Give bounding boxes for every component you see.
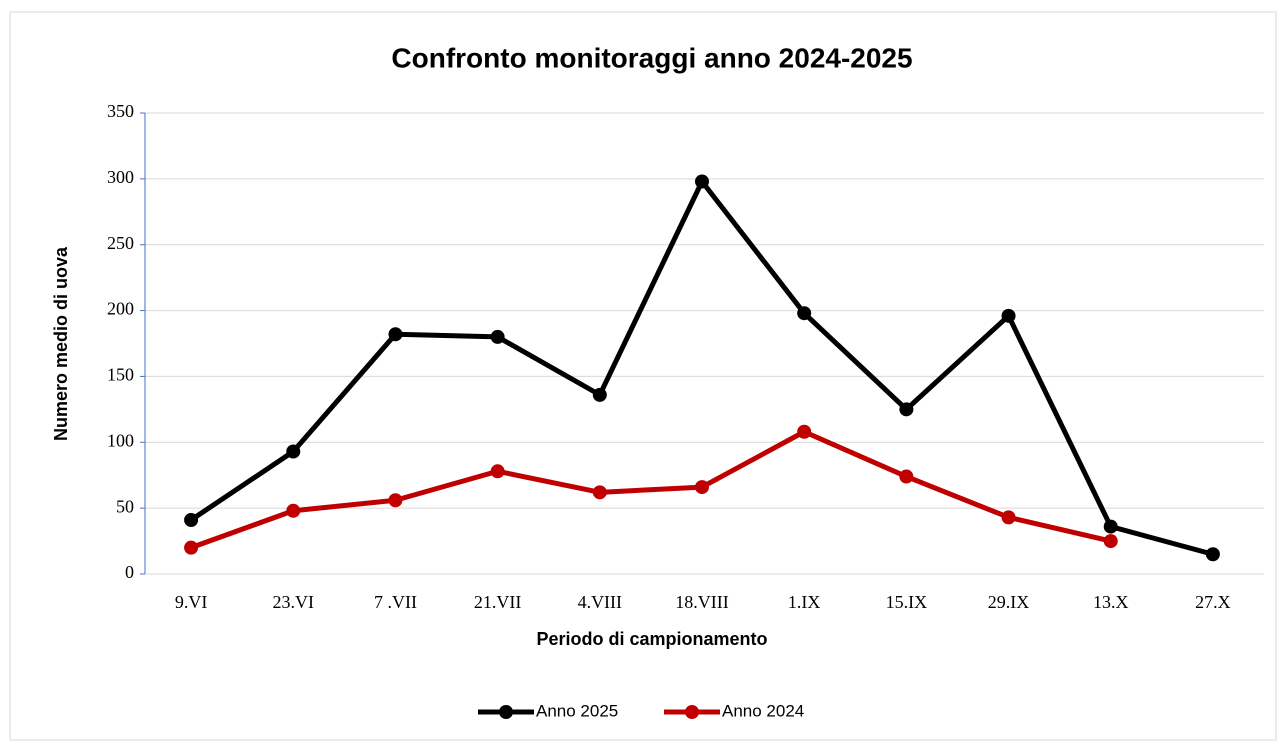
data-point <box>490 464 505 479</box>
data-point <box>592 387 607 402</box>
legend-label: Anno 2024 <box>722 701 804 720</box>
x-axis-label: Periodo di campionamento <box>536 629 767 649</box>
chart-title: Confronto monitoraggi anno 2024-2025 <box>391 42 912 73</box>
y-tick-label: 350 <box>107 101 134 121</box>
y-tick-label: 0 <box>125 562 134 582</box>
y-tick-label: 250 <box>107 233 134 253</box>
data-point <box>592 485 607 500</box>
data-point <box>388 493 403 508</box>
data-point <box>899 402 914 417</box>
data-point <box>1205 547 1220 562</box>
data-point <box>1103 519 1118 534</box>
data-point <box>388 327 403 342</box>
data-point <box>797 306 812 321</box>
data-point <box>1001 308 1016 323</box>
data-point <box>797 424 812 439</box>
data-point <box>184 512 199 527</box>
y-tick-label: 300 <box>107 167 134 187</box>
data-point <box>1103 534 1118 549</box>
y-tick-label: 200 <box>107 299 134 319</box>
x-tick-label: 29.IX <box>988 592 1030 612</box>
y-tick-label: 100 <box>107 430 134 450</box>
legend-label: Anno 2025 <box>536 701 618 720</box>
data-point <box>184 540 199 555</box>
y-tick-label: 150 <box>107 365 134 385</box>
data-point <box>899 469 914 484</box>
x-tick-label: 27.X <box>1195 592 1231 612</box>
x-tick-label: 15.IX <box>886 592 928 612</box>
x-tick-label: 4.VIII <box>578 592 622 612</box>
x-tick-label: 9.VI <box>175 592 208 612</box>
legend-marker <box>499 705 513 719</box>
y-tick-label: 50 <box>116 496 134 516</box>
y-axis-label: Numero medio di uova <box>51 246 71 441</box>
x-tick-label: 13.X <box>1093 592 1129 612</box>
x-tick-label: 18.VIII <box>675 592 728 612</box>
data-point <box>1001 510 1016 525</box>
x-tick-label: 21.VII <box>474 592 522 612</box>
data-point <box>695 174 709 189</box>
series-line <box>190 429 1112 551</box>
data-point <box>286 503 301 518</box>
legend-marker <box>685 705 699 719</box>
x-tick-label: 7 .VII <box>374 592 417 612</box>
x-tick-label: 23.VI <box>273 592 315 612</box>
data-point <box>695 480 709 495</box>
data-point <box>490 329 505 344</box>
x-tick-label: 1.IX <box>788 592 821 612</box>
data-point <box>286 444 301 459</box>
